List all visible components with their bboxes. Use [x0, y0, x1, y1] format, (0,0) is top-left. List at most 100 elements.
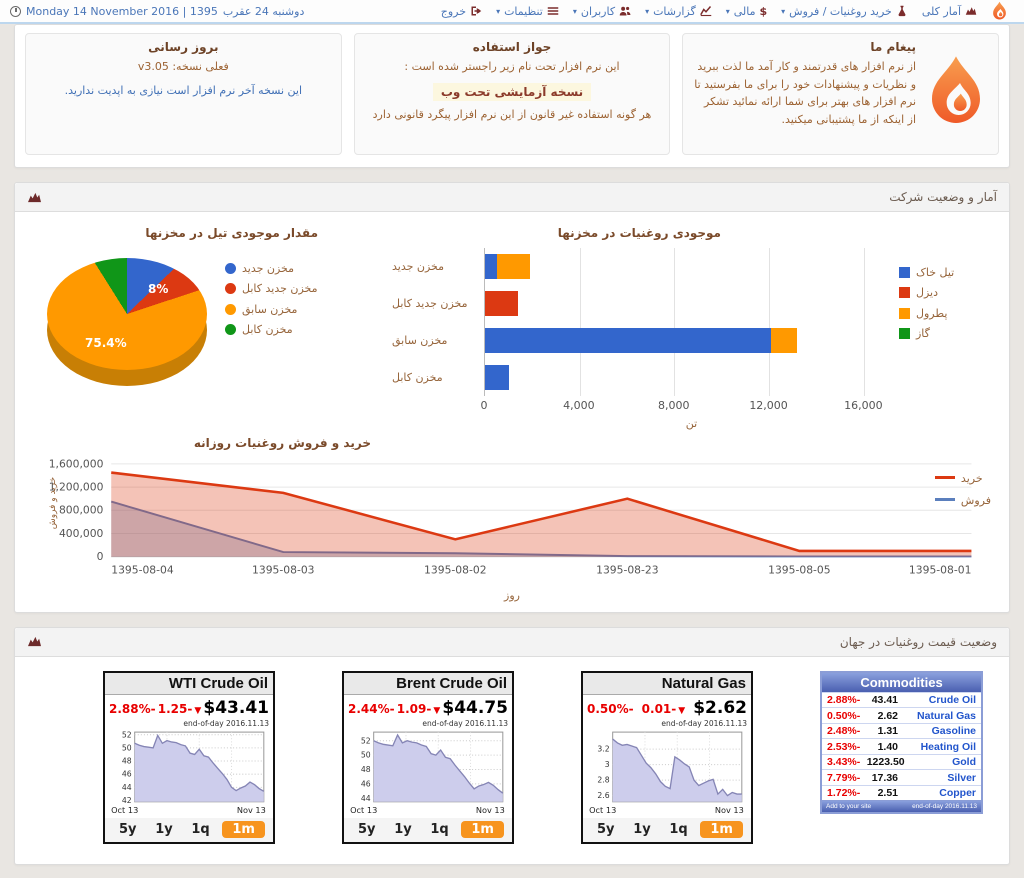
- svg-text:1,600,000: 1,600,000: [49, 458, 104, 470]
- wti-widget: WTI Crude Oil 2.88%- 1.25- ▼ $43.41 end-o…: [103, 670, 275, 845]
- mini-price-chart: 52 50 48 46 44 Oct 13 Nov 13: [344, 728, 512, 818]
- natural-gas-widget: Natural Gas 0.50%- 0.01- ▼ $2.62 end-of-d…: [581, 670, 753, 845]
- svg-text:42: 42: [122, 796, 132, 805]
- add-to-site-link[interactable]: Add to your site: [826, 803, 872, 811]
- charts-row: مقدار موجودی تیل در مخزنها 8% 75.4% مخزن…: [15, 212, 1009, 430]
- svg-text:1395-08-03: 1395-08-03: [252, 563, 314, 576]
- svg-text:1395-08-23: 1395-08-23: [596, 563, 658, 576]
- table-row: 2.48%- 1.31 Gasoline: [822, 722, 981, 739]
- users-icon: [619, 6, 631, 16]
- date-display: Monday 14 November 2016 | 1395 دوشنبه 24…: [10, 5, 304, 18]
- legend-swatch: [934, 476, 955, 479]
- commodity-link[interactable]: Gasoline: [931, 725, 976, 738]
- range-button-1m[interactable]: 1m: [222, 821, 265, 839]
- company-stats-header: آمار و وضعیت شرکت: [15, 183, 1009, 212]
- legend-item: تیل خاک: [899, 266, 991, 280]
- license-name-badge: نسخه آزمایشی تحت وب: [432, 82, 592, 101]
- license-card-title: جواز استفاده: [472, 40, 552, 54]
- nav-item-reports[interactable]: گزارشات ▾: [645, 5, 712, 18]
- brent-widget: Brent Crude Oil 2.44%- 1.09- ▼ $44.75 end…: [342, 670, 514, 845]
- logout-icon: [471, 6, 482, 16]
- range-button-1q[interactable]: 1q: [669, 822, 688, 838]
- nav-item-logout[interactable]: خروج: [441, 5, 482, 18]
- svg-text:1,200,000: 1,200,000: [49, 481, 104, 494]
- commodity-link[interactable]: Crude Oil: [928, 694, 976, 707]
- pie-chart-title: مقدار موجودی تیل در مخزنها: [145, 226, 318, 240]
- range-button-1y[interactable]: 1y: [633, 822, 651, 838]
- table-row: 2.53%- 1.40 Heating Oil: [822, 738, 981, 754]
- date-persian: دوشنبه 24 عقرب: [222, 4, 305, 18]
- commodities-footer: Add to your site end-of-day 2016.11.13: [822, 800, 981, 813]
- nav-item-settings[interactable]: تنظیمات ▾: [496, 5, 559, 18]
- bar-chart: مخزن جدید مخزن جدید کابل مخزن سابق مخزن کاب…: [384, 248, 991, 430]
- table-row: 0.50%- 2.62 Natural Gas: [822, 707, 981, 723]
- range-button-5y[interactable]: 5y: [358, 822, 376, 838]
- range-button-1y[interactable]: 1y: [394, 822, 412, 838]
- license-line2: هر گونه استفاده غیر قانون از این نرم افز…: [372, 107, 652, 121]
- legend-swatch: [899, 267, 910, 278]
- license-line1: این نرم افزار تحت نام زیر راجستر شده است…: [404, 60, 620, 73]
- price-widgets-row: WTI Crude Oil 2.88%- 1.25- ▼ $43.41 end-o…: [15, 657, 1009, 864]
- area-chart-title: خرید و فروش روغنیات روزانه: [193, 436, 371, 450]
- nav-item-overall-stats[interactable]: آمار کلی: [922, 5, 977, 18]
- navbar: Monday 14 November 2016 | 1395 دوشنبه 24…: [0, 0, 1024, 24]
- range-button-1y[interactable]: 1y: [155, 822, 173, 838]
- commodity-link[interactable]: Natural Gas: [917, 709, 976, 722]
- svg-text:2.8: 2.8: [597, 776, 609, 785]
- legend-swatch: [899, 327, 910, 339]
- bar-category-labels: مخزن جدید مخزن جدید کابل مخزن سابق مخزن کاب…: [392, 260, 468, 384]
- price-change: 1.09- ▼: [396, 701, 441, 716]
- svg-text:1395-08-01: 1395-08-01: [909, 563, 971, 576]
- svg-text:52: 52: [361, 736, 371, 745]
- svg-text:44: 44: [122, 783, 132, 792]
- legend-item: مخزن جدید: [225, 262, 318, 276]
- range-button-1q[interactable]: 1q: [430, 822, 449, 838]
- section-title: وضعیت قیمت روغنیات در جهان: [839, 634, 997, 649]
- legend-swatch: [225, 323, 236, 335]
- pie-disc: [47, 258, 207, 370]
- svg-text:50: 50: [361, 751, 371, 760]
- legend-item: مخزن سابق: [225, 303, 318, 317]
- settings-icon: [547, 7, 559, 15]
- percent-change: 0.50%-: [587, 701, 634, 716]
- commodity-link[interactable]: Gold: [952, 756, 976, 769]
- svg-text:Nov 13: Nov 13: [237, 805, 266, 815]
- update-card: بروز رسانی فعلی نسخه: v3.05 این نسخه آخر…: [25, 33, 342, 155]
- range-button-5y[interactable]: 5y: [597, 822, 615, 838]
- area-chart-icon: [28, 637, 41, 647]
- range-buttons: 5y 1y 1q 1m: [105, 818, 273, 843]
- range-button-1m[interactable]: 1m: [700, 821, 743, 839]
- end-of-day-label: end-of-day 2016.11.13: [422, 718, 508, 728]
- down-arrow-icon: ▼: [678, 705, 686, 716]
- svg-text:1395-08-05: 1395-08-05: [768, 563, 830, 576]
- legend-item: فروش: [934, 494, 991, 508]
- nav-item-oil-purchase-sale[interactable]: خرید روغنیات / فروش ▾: [781, 5, 908, 18]
- legend-swatch: [225, 303, 236, 315]
- range-button-1q[interactable]: 1q: [191, 822, 210, 838]
- legend-item: مخزن کابل: [225, 323, 318, 337]
- nav-item-finance[interactable]: $ مالی ▾: [725, 4, 768, 18]
- bar-legend: تیل خاک دیزل پطرول گاز: [899, 262, 991, 430]
- flask-icon: [898, 5, 906, 17]
- svg-text:1395-08-02: 1395-08-02: [424, 563, 486, 576]
- range-button-5y[interactable]: 5y: [119, 822, 137, 838]
- nav-item-users[interactable]: کاربران ▾: [573, 5, 631, 18]
- chevron-down-icon: ▾: [645, 6, 650, 16]
- mini-price-chart: 52 50 48 46 44 42 Oct 13 Nov 13: [105, 728, 273, 818]
- svg-text:3.2: 3.2: [597, 745, 609, 754]
- svg-text:50: 50: [122, 743, 132, 752]
- legend-item: پطرول: [899, 307, 991, 321]
- commodity-link[interactable]: Silver: [947, 771, 976, 784]
- chevron-down-icon: ▾: [496, 6, 501, 16]
- table-row: 2.88%- 43.41 Crude Oil: [822, 691, 981, 708]
- commodity-link[interactable]: Copper: [939, 787, 976, 800]
- range-button-1m[interactable]: 1m: [461, 821, 504, 839]
- commodity-link[interactable]: Heating Oil: [920, 740, 976, 753]
- svg-text:Oct 13: Oct 13: [589, 805, 616, 815]
- stats-icon: [965, 7, 977, 15]
- legend-item: مخزن جدید کابل: [225, 282, 318, 296]
- mini-price-chart: 3.2 3 2.8 2.6 Oct 13 Nov 13: [583, 728, 751, 818]
- pie-slice-label: 8%: [148, 282, 169, 296]
- percent-change: 2.88%-: [109, 701, 156, 716]
- area-x-axis-label: روز: [504, 588, 520, 602]
